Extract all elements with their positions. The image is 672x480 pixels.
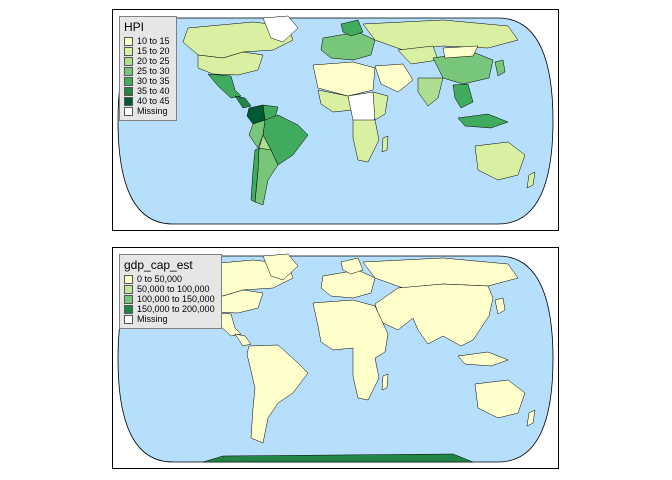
legend-label: 35 to 40 — [137, 85, 170, 96]
country-japan — [494, 59, 506, 77]
legend-swatch — [124, 56, 133, 66]
legend-item: 20 to 25 — [124, 56, 170, 66]
country-madagascar — [381, 135, 389, 153]
legend-item: 30 to 35 — [124, 76, 170, 86]
legend-swatch — [124, 46, 133, 56]
legend-swatch — [124, 76, 133, 86]
legend-label: 0 to 50,000 — [137, 273, 183, 284]
country-peru — [248, 119, 266, 149]
legend-label: 25 to 30 — [137, 65, 170, 76]
legend-item: 50,000 to 100,000 — [124, 284, 215, 294]
country-chile — [250, 147, 260, 203]
legend-label: 15 to 20 — [137, 45, 170, 56]
legend-swatch — [124, 304, 133, 314]
country-europe — [320, 269, 376, 299]
country-greenland — [262, 15, 299, 43]
legend-item: 100,000 to 150,000 — [124, 294, 215, 304]
legend-item: 40 to 45 — [124, 96, 170, 106]
country-central-america — [234, 333, 252, 347]
legend-label: 40 to 45 — [137, 95, 170, 106]
legend-swatch — [124, 36, 133, 46]
country-japan — [494, 297, 506, 315]
country-new-zealand — [526, 171, 536, 189]
country-central-america — [234, 95, 252, 109]
country-southeast-asia — [452, 83, 474, 109]
country-indonesia — [457, 113, 509, 129]
legend-item: 10 to 15 — [124, 36, 170, 46]
country-east-africa — [372, 91, 389, 121]
legend-item: Missing — [124, 106, 170, 116]
country-south-america — [246, 344, 309, 444]
country-middle-east — [374, 63, 414, 93]
legend-swatch — [124, 284, 133, 294]
country-india — [417, 77, 444, 107]
legend-label: 100,000 to 150,000 — [137, 293, 215, 304]
legend-label: 30 to 35 — [137, 75, 170, 86]
country-mexico — [207, 73, 242, 99]
legend-gdp-cap-est: gdp_cap_est 0 to 50,000 50,000 to 100,000… — [119, 254, 222, 329]
legend-swatch — [124, 86, 133, 96]
country-north-africa — [312, 61, 376, 97]
country-greenland — [262, 253, 299, 281]
country-australia — [474, 141, 526, 181]
country-southern-africa — [352, 119, 380, 163]
country-mongolia — [442, 45, 479, 59]
legend-swatch — [124, 96, 133, 106]
legend-label: 150,000 to 200,000 — [137, 303, 215, 314]
legend-item: 15 to 20 — [124, 46, 170, 56]
country-indonesia — [457, 351, 509, 367]
country-scandinavia — [340, 257, 364, 275]
legend-item: 150,000 to 200,000 — [124, 304, 215, 314]
legend-items: 10 to 15 15 to 20 20 to 25 25 to 30 30 to 35… — [124, 36, 170, 116]
country-scandinavia — [340, 19, 364, 37]
country-africa — [312, 299, 389, 401]
legend-item: 0 to 50,000 — [124, 274, 215, 284]
country-asia — [374, 283, 494, 347]
legend-label: 50,000 to 100,000 — [137, 283, 210, 294]
map-panel-hpi: HPI 10 to 15 15 to 20 20 to 25 25 to 30 30 t… — [112, 9, 559, 231]
country-new-zealand — [526, 409, 536, 427]
legend-item: 35 to 40 — [124, 86, 170, 96]
country-russia — [362, 19, 519, 51]
legend-item: Missing — [124, 314, 215, 324]
legend-swatch — [124, 274, 133, 284]
country-europe — [320, 31, 376, 61]
world-map-gdp — [117, 253, 554, 463]
map-panel-gdp: gdp_cap_est 0 to 50,000 50,000 to 100,000… — [112, 247, 559, 469]
legend-swatch — [124, 294, 133, 304]
legend-label: Missing — [137, 313, 168, 324]
legend-swatch — [124, 106, 133, 116]
legend-title: gdp_cap_est — [124, 258, 193, 272]
country-antarctica — [202, 453, 474, 463]
legend-title: HPI — [124, 20, 145, 34]
legend-hpi: HPI 10 to 15 15 to 20 20 to 25 25 to 30 30 t… — [119, 16, 177, 121]
country-west-africa — [317, 89, 354, 113]
legend-items: 0 to 50,000 50,000 to 100,000 100,000 to 1… — [124, 274, 215, 324]
world-map-hpi — [117, 15, 554, 225]
country-usa — [197, 51, 264, 76]
legend-swatch — [124, 314, 133, 324]
legend-label: Missing — [137, 105, 168, 116]
country-madagascar — [381, 373, 389, 391]
legend-item: 25 to 30 — [124, 66, 170, 76]
legend-label: 10 to 15 — [137, 35, 170, 46]
legend-label: 20 to 25 — [137, 55, 170, 66]
legend-swatch — [124, 66, 133, 76]
country-central-africa — [347, 91, 382, 129]
country-australia — [474, 379, 526, 419]
